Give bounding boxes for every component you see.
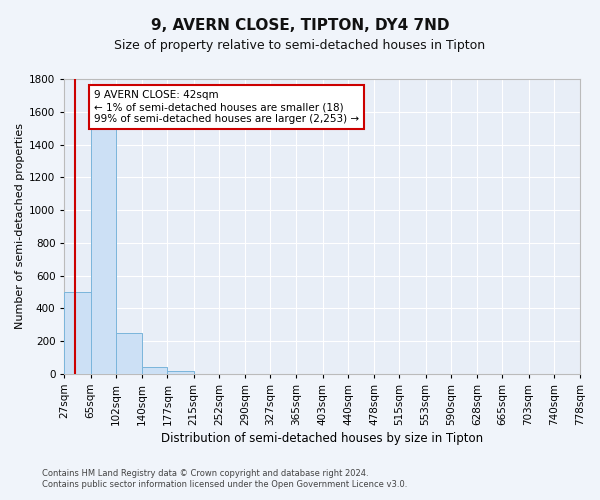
Bar [64, 292, 91, 374]
Text: 9 AVERN CLOSE: 42sqm
← 1% of semi-detached houses are smaller (18)
99% of semi-d: 9 AVERN CLOSE: 42sqm ← 1% of semi-detach… [94, 90, 359, 124]
Bar [91, 128, 116, 374]
X-axis label: Distribution of semi-detached houses by size in Tipton: Distribution of semi-detached houses by … [161, 432, 483, 445]
Bar [167, 370, 194, 374]
Text: Contains HM Land Registry data © Crown copyright and database right 2024.: Contains HM Land Registry data © Crown c… [42, 468, 368, 477]
Text: 9, AVERN CLOSE, TIPTON, DY4 7ND: 9, AVERN CLOSE, TIPTON, DY4 7ND [151, 18, 449, 32]
Bar [142, 368, 167, 374]
Y-axis label: Number of semi-detached properties: Number of semi-detached properties [15, 124, 25, 330]
Text: Contains public sector information licensed under the Open Government Licence v3: Contains public sector information licen… [42, 480, 407, 489]
Text: Size of property relative to semi-detached houses in Tipton: Size of property relative to semi-detach… [115, 39, 485, 52]
Bar [116, 333, 142, 374]
